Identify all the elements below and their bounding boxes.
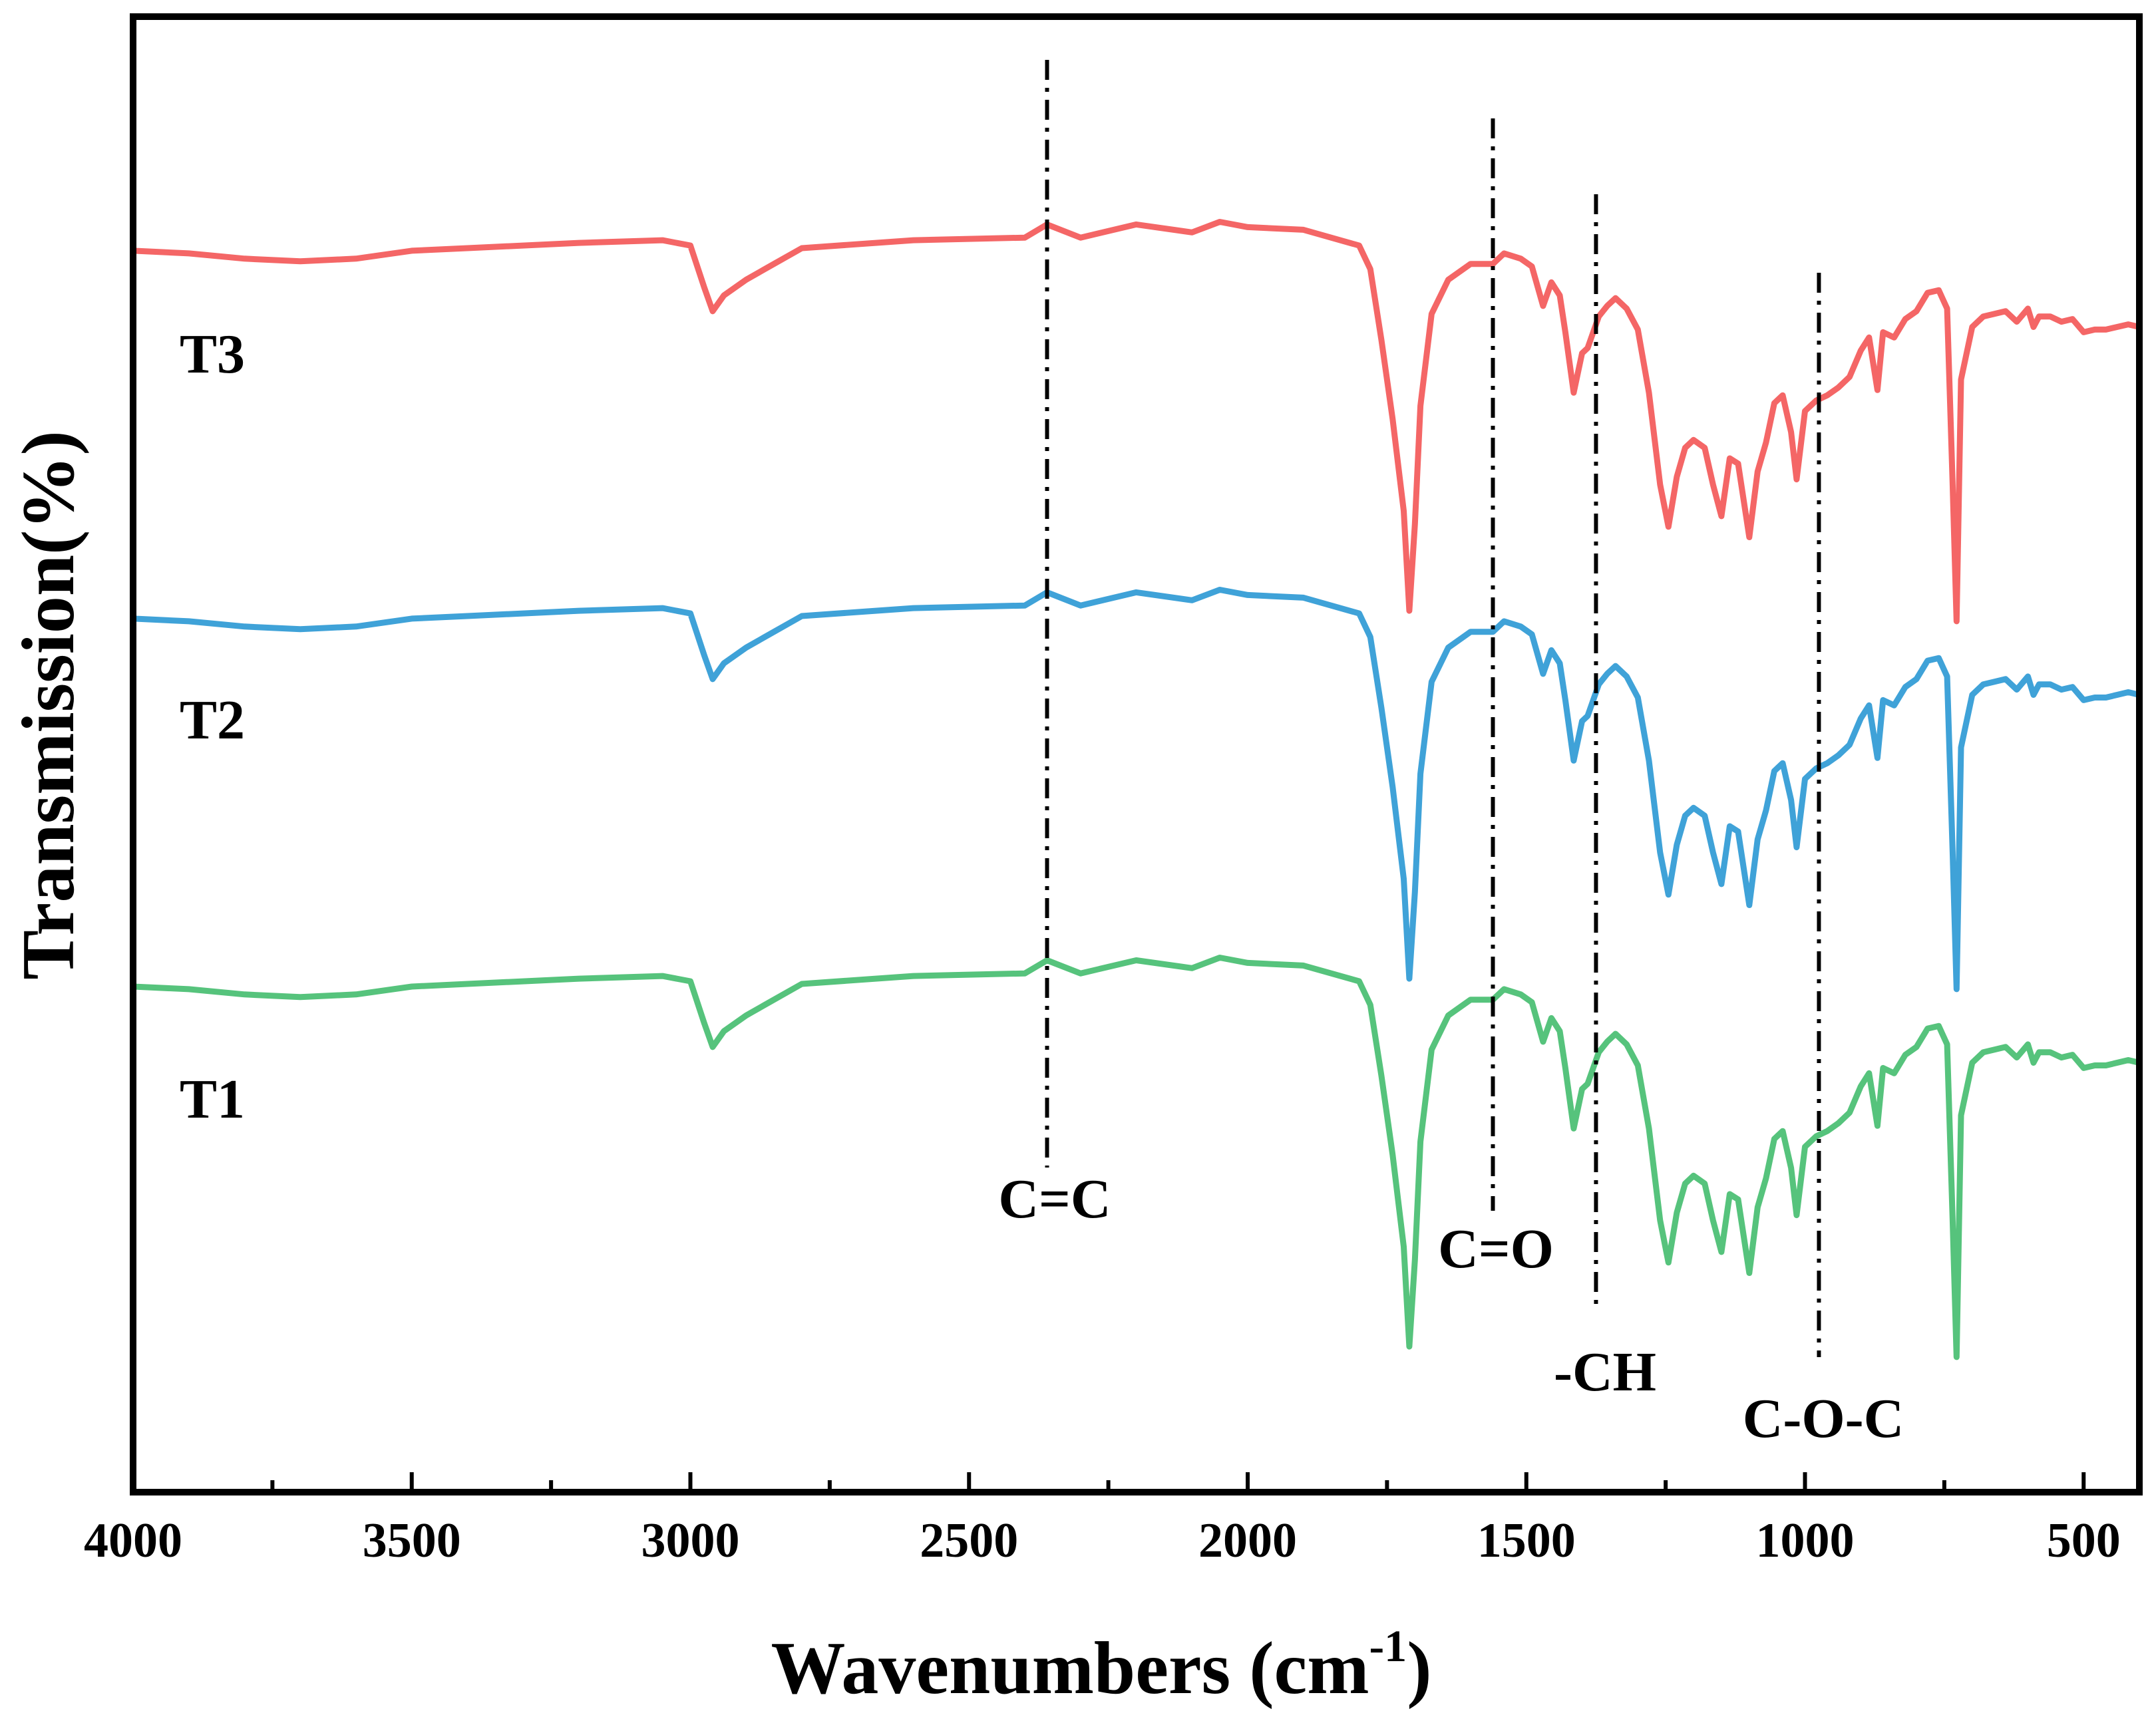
x-axis-title-close: ) [1407, 1627, 1431, 1710]
series-line-t3 [130, 219, 2143, 625]
x-tick-label: 2500 [920, 1513, 1018, 1568]
series-line-t2 [130, 587, 2143, 993]
x-axis-title-main: Wavenumbers (cm [771, 1627, 1369, 1710]
x-tick-label: 1500 [1477, 1513, 1576, 1568]
x-tick-label: 1000 [1756, 1513, 1855, 1568]
y-axis-title: Transmission(%) [7, 430, 90, 980]
x-axis-title: Wavenumbers (cm-1) [771, 1621, 1432, 1710]
x-tick-label: 3500 [363, 1513, 461, 1568]
x-tick-label: 4000 [84, 1513, 182, 1568]
plot-frame [130, 13, 2143, 1495]
series-label-t3: T3 [180, 323, 245, 385]
series-label-t1: T1 [180, 1068, 245, 1130]
annotation-label-ch: -CH [1554, 1341, 1656, 1403]
annotation-label-c-o-c: C-O-C [1743, 1388, 1904, 1450]
annotation-label-c-equals-o: C=O [1438, 1218, 1554, 1280]
annotation-label-c-equals-c: C=C [998, 1168, 1111, 1230]
series-label-t2: T2 [180, 689, 245, 751]
x-tick-label: 500 [2047, 1513, 2121, 1568]
series-line-t1 [130, 955, 2143, 1360]
x-tick-label: 3000 [641, 1513, 740, 1568]
x-axis-title-superscript: -1 [1369, 1621, 1407, 1671]
x-tick-label: 2000 [1198, 1513, 1297, 1568]
